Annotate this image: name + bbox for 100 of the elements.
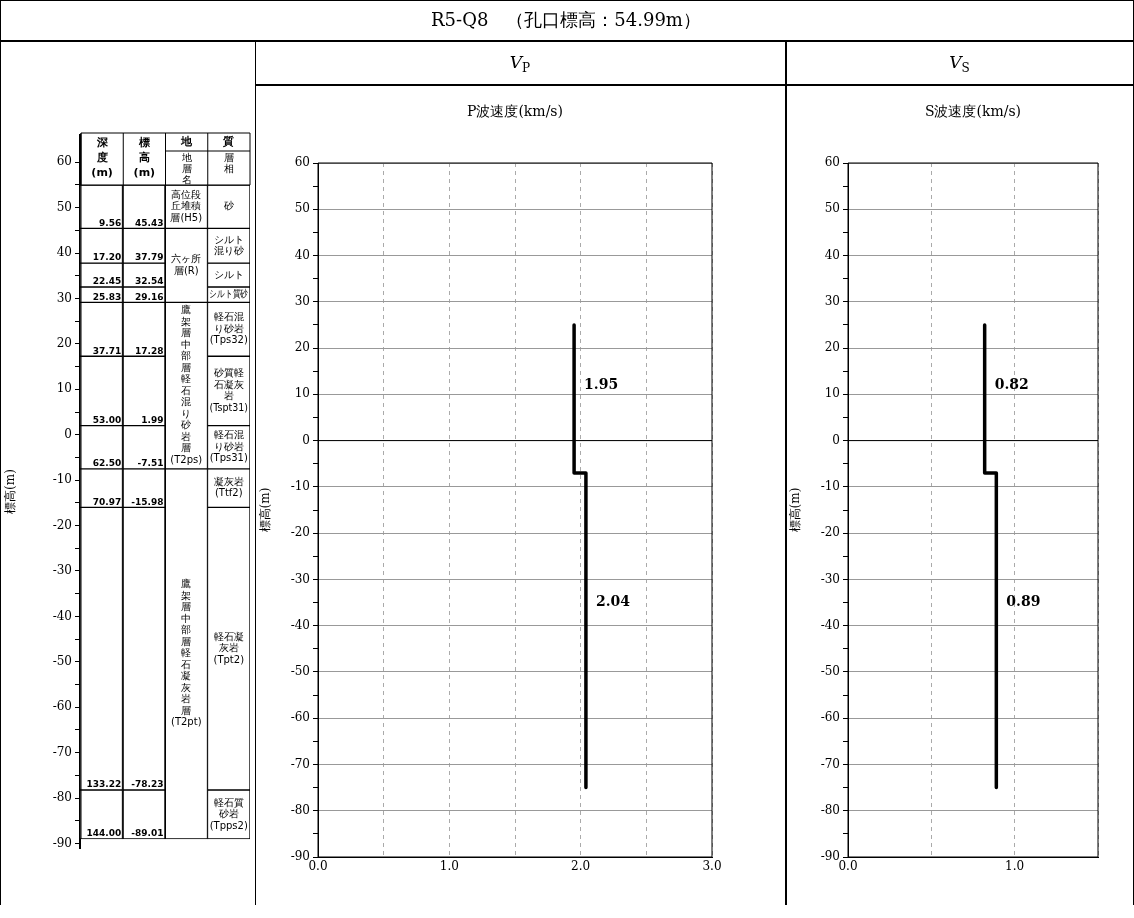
annotation: 17.20 [92,252,122,263]
y-tick-label: -90 [820,849,840,864]
y-tick-label: -20 [820,525,840,540]
y-tick-label: 60 [294,155,310,170]
y-tick-label: -80 [820,802,840,817]
y-axis-title: 標高(m) [258,487,273,533]
annotation: 17.28 [135,345,164,356]
y-tick-label: -10 [820,478,840,493]
x-tick-label: 0.0 [838,859,858,874]
series-label: 六ヶ所層(R) [171,253,202,276]
y-tick-label: -60 [52,699,72,714]
text: 鷹架層中部層軽石凝灰岩層(T2pt) [170,578,202,728]
y-tick-label: -80 [290,802,310,817]
annotation: 62.50 [92,458,122,469]
y-tick-label: 30 [56,290,72,305]
x-tick-label: 1.0 [439,859,459,874]
annotation: 1.99 [141,415,164,426]
annotation: 53.00 [92,415,122,426]
y-tick-label: -20 [52,517,72,532]
y-tick-label: -50 [52,653,72,668]
x-tick-label: 標高(m) [133,135,156,179]
annotation: -89.01 [131,828,164,839]
y-tick-label: -30 [290,571,310,586]
series-label: 軽石混り砂岩(Tps31) [209,429,248,464]
x-tick-label: 1.0 [1005,859,1025,874]
chart-title: R5-Q8 （孔口標高：54.99m） [430,8,702,32]
y-tick-label: -70 [52,744,72,759]
y-tick-label: 0 [832,432,840,447]
y-tick-label: 20 [56,336,72,351]
series-label: 軽石凝灰岩(Tpt2) [213,630,245,665]
y-tick-label: -40 [52,608,72,623]
y-tick-label: 20 [294,340,310,355]
y-tick-label: 60 [56,154,72,169]
y-tick-label: -30 [52,563,72,578]
y-tick-label: 10 [294,386,310,401]
y-tick-label: 0 [64,426,72,441]
series-label: シルト質砂 [209,288,249,300]
y-tick-label: 50 [294,201,310,216]
y-tick-label: -10 [290,478,310,493]
annotation: 0.82 [994,375,1029,392]
x-tick-label: 地層名 [180,151,192,185]
annotation: 133.22 [86,779,122,790]
series-label: 凝灰岩(Ttf2) [213,475,244,499]
y-tick-label: -50 [820,664,840,679]
text: 地質 [181,134,235,148]
y-tick-label: 50 [56,199,72,214]
y-tick-label: 40 [824,247,840,262]
y-tick-label: 30 [824,293,840,308]
y-tick-label: -70 [290,756,310,771]
y-tick-label: -90 [52,835,72,850]
y-tick-label: -50 [290,664,310,679]
annotation: 25.83 [92,291,122,302]
x-tick-label: 2.0 [571,859,591,874]
y-tick-label: -30 [820,571,840,586]
y-tick-label: 30 [294,293,310,308]
x-axis-title: S波速度(km/s) [923,103,1023,121]
annotation: 70.97 [92,496,122,507]
annotation: 144.00 [86,828,122,839]
y-tick-label: -60 [290,710,310,725]
annotation: 32.54 [135,276,164,287]
chart-title: V$_{S}$ [785,40,1134,86]
annotation: 29.16 [135,291,164,302]
y-tick-label: 50 [824,201,840,216]
annotation: 37.71 [92,345,122,356]
series-label: 砂質軽石凝灰岩(Tspt31) [209,367,248,413]
x-tick-label: 層相 [223,151,234,174]
y-tick-label: -10 [52,472,72,487]
x-tick-label: 深度(m) [91,135,113,179]
y-tick-label: -80 [52,790,72,805]
y-tick-label: -40 [820,617,840,632]
y-tick-label: -20 [290,525,310,540]
series-label: シルト [213,268,244,280]
y-axis-title: 標高(m) [788,487,803,533]
annotation: 1.95 [584,375,619,392]
y-tick-label: -90 [290,849,310,864]
annotation: -15.98 [131,496,164,507]
annotation: 45.43 [135,217,164,228]
series-label: 軽石質砂岩(Tpps2) [209,796,248,831]
y-tick-label: 20 [824,340,840,355]
x-axis-title: P波速度(km/s) [466,103,564,121]
annotation: 9.56 [99,217,122,228]
y-tick-label: 0 [302,432,310,447]
y-tick-label: -70 [820,756,840,771]
annotation: 2.04 [595,593,631,610]
chart-subtitle: V$_{P}$ [255,40,785,86]
y-tick-label: 40 [294,247,310,262]
series-label: 軽石混り砂岩(Tps32) [209,311,248,346]
y-tick-label: -60 [820,710,840,725]
y-axis-title: 標高(m) [3,469,18,514]
annotation: 37.79 [135,252,164,263]
y-tick-label: 10 [56,381,72,396]
x-tick-label: 3.0 [702,859,722,874]
y-tick-label: 60 [824,155,840,170]
series-label: 高位段丘堆積層(H5) [170,188,203,223]
annotation: 0.89 [1006,593,1041,610]
series-label: シルト混り砂 [213,233,244,257]
y-tick-label: 40 [56,245,72,260]
annotation: 22.45 [92,276,122,287]
y-tick-label: 10 [824,386,840,401]
x-tick-label: 0.0 [308,859,328,874]
